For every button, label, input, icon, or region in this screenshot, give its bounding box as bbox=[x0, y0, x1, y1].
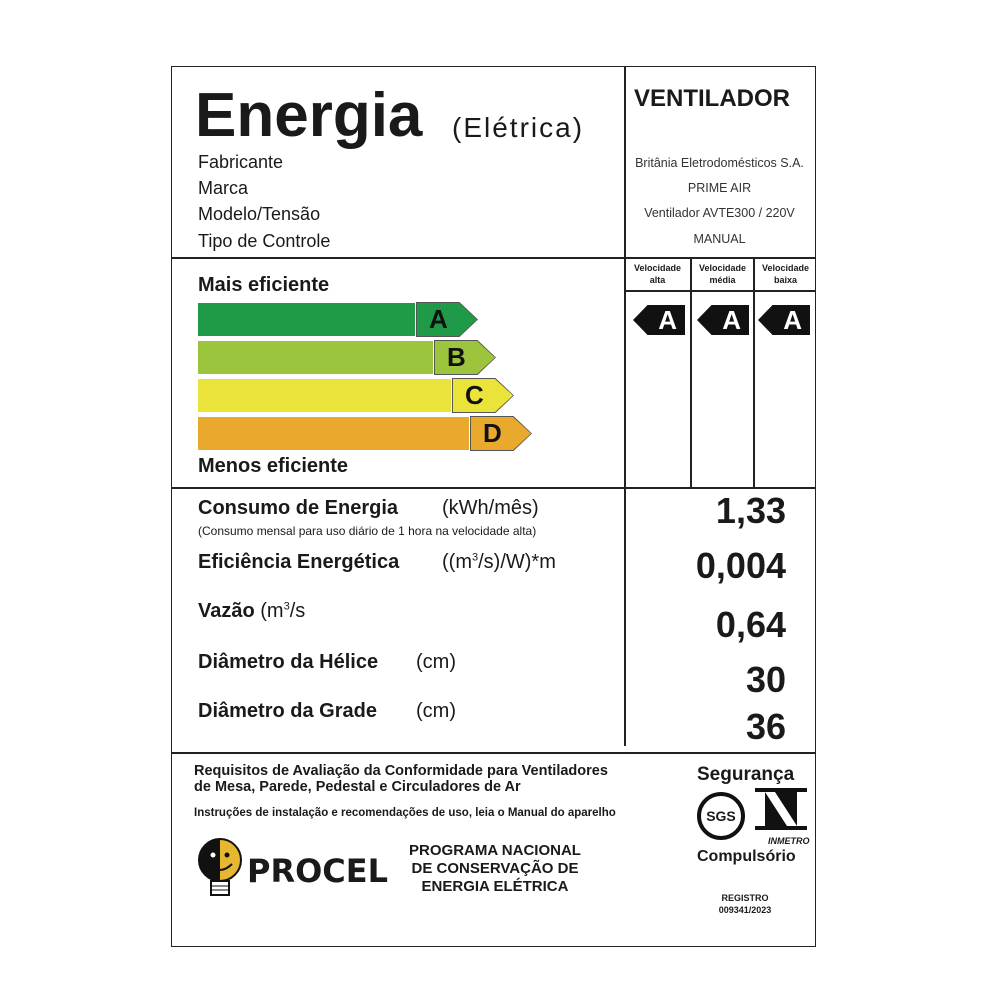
consumo-label: Consumo de Energia bbox=[198, 497, 399, 519]
eficiencia-unit: ((m3/s)/W)*m bbox=[442, 551, 556, 573]
consumo-value: 1,33 bbox=[715, 490, 786, 531]
helice-value: 30 bbox=[745, 659, 786, 700]
instrucoes-text: Instruções de instalação e recomendações… bbox=[194, 807, 616, 819]
info-value: Ventilador AVTE300 / 220V bbox=[644, 206, 795, 220]
procel-wordmark: PROCEL bbox=[247, 852, 389, 890]
helice-label: Diâmetro da Hélice bbox=[198, 651, 379, 673]
divider bbox=[624, 290, 815, 292]
label-frame bbox=[171, 66, 816, 947]
seguranca-label: Segurança bbox=[697, 764, 795, 785]
info-label: Tipo de Controle bbox=[198, 231, 331, 251]
registro-number: 009341/2023 bbox=[718, 905, 772, 915]
divider bbox=[171, 487, 816, 489]
least-efficient-label: Menos eficiente bbox=[198, 455, 349, 477]
consumo-unit: (kWh/mês) bbox=[442, 497, 539, 519]
vazao-label: Vazão (m3/s bbox=[198, 600, 306, 622]
efficiency-bar-a bbox=[198, 303, 415, 336]
speed-header: Velocidade baixa bbox=[761, 263, 810, 285]
divider bbox=[624, 66, 626, 746]
grade-value: 36 bbox=[745, 706, 786, 747]
programa-text: PROGRAMA NACIONAL bbox=[409, 842, 581, 859]
eficiencia-value: 0,004 bbox=[695, 545, 786, 586]
programa-text: DE CONSERVAÇÃO DE bbox=[411, 860, 579, 877]
sgs-logo: SGS bbox=[697, 792, 745, 840]
grade-unit: (cm) bbox=[416, 700, 456, 722]
eficiencia-label: Eficiência Energética bbox=[198, 551, 400, 573]
speed-header: Velocidade média bbox=[698, 263, 747, 285]
compulsorio-label: Compulsório bbox=[697, 848, 796, 865]
product-type: VENTILADOR bbox=[634, 85, 790, 112]
divider bbox=[171, 257, 816, 259]
requisitos-text: Requisitos de Avaliação da Conformidade … bbox=[194, 763, 608, 779]
efficiency-bar-d bbox=[198, 417, 469, 450]
efficiency-bar-b bbox=[198, 341, 433, 374]
most-efficient-label: Mais eficiente bbox=[198, 274, 330, 296]
info-value: Britânia Eletrodomésticos S.A. bbox=[635, 156, 804, 170]
registro-label: REGISTRO bbox=[721, 893, 769, 903]
title: Energia bbox=[195, 81, 423, 150]
divider bbox=[690, 257, 692, 487]
info-value: MANUAL bbox=[693, 232, 746, 246]
inmetro-text: INMETRO bbox=[768, 836, 810, 846]
speed-header: Velocidade alta bbox=[633, 263, 682, 285]
vazao-value: 0,64 bbox=[715, 604, 786, 645]
info-value: PRIME AIR bbox=[687, 181, 752, 195]
inmetro-logo bbox=[755, 788, 807, 830]
requisitos-text: de Mesa, Parede, Pedestal e Circuladores… bbox=[194, 779, 521, 795]
info-label: Fabricante bbox=[198, 152, 284, 172]
subtitle: (Elétrica) bbox=[452, 112, 585, 143]
grade-label: Diâmetro da Grade bbox=[198, 700, 377, 722]
divider bbox=[171, 752, 816, 754]
helice-unit: (cm) bbox=[416, 651, 456, 673]
divider bbox=[753, 257, 755, 487]
consumo-note: (Consumo mensal para uso diário de 1 hor… bbox=[198, 524, 537, 538]
efficiency-bar-c bbox=[198, 379, 451, 412]
info-label: Modelo/Tensão bbox=[198, 204, 321, 224]
procel-bulb-logo bbox=[198, 838, 242, 896]
info-label: Marca bbox=[198, 178, 249, 198]
programa-text: ENERGIA ELÉTRICA bbox=[421, 878, 569, 895]
